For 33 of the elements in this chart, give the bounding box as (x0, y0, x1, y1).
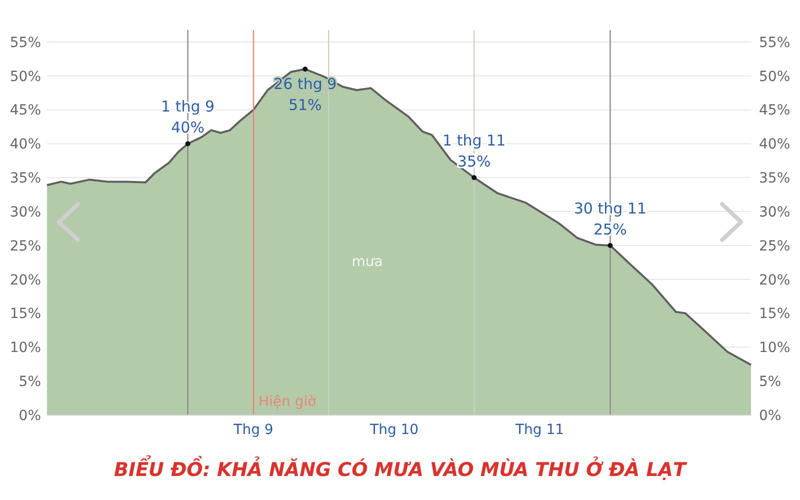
y2-tick-label: 40% (759, 136, 790, 153)
y2-tick-label: 30% (759, 204, 790, 220)
y-tick-label: 0% (18, 408, 41, 424)
y-tick-label: 20% (10, 272, 41, 288)
annotation: 1 thg 9 40% (161, 98, 215, 137)
y-tick-label: 30% (10, 204, 41, 220)
y2-tick-label: 45% (759, 102, 790, 119)
x-tick-label: Thg 9 (232, 422, 274, 438)
y2-tick-label: 20% (759, 272, 790, 288)
y-tick-label: 55% (10, 34, 41, 51)
y-tick-label: 45% (10, 102, 41, 119)
annotation: 1 thg 11 35% (442, 132, 506, 171)
annotation: 30 thg 11 25% (574, 199, 647, 238)
y2-tick-label: 50% (759, 68, 790, 85)
y-tick-label: 5% (18, 374, 41, 390)
y2-tick-label: 25% (759, 238, 790, 254)
y2-tick-label: 5% (759, 374, 782, 390)
y-tick-label: 50% (10, 68, 41, 85)
y-tick-label: 35% (10, 170, 41, 187)
y-tick-label: 15% (10, 306, 41, 322)
x-tick-label: Thg 10 (369, 422, 419, 438)
x-tick-label: Thg 11 (514, 422, 564, 438)
y2-tick-label: 55% (759, 34, 790, 51)
y2-tick-label: 35% (759, 170, 790, 187)
ref-line-label: Hiện giờ (258, 394, 317, 410)
series-label: mưa (352, 254, 383, 270)
y2-tick-label: 15% (759, 306, 790, 322)
y2-tick-label: 0% (759, 408, 782, 424)
y-tick-label: 10% (10, 340, 41, 356)
text: BIỂU ĐỒ: KHẢ NĂNG CÓ MƯA VÀO MÙA THU Ở ĐÀ LẠT (114, 455, 688, 481)
y-tick-label: 25% (10, 238, 41, 254)
y2-tick-label: 10% (759, 340, 790, 356)
y-tick-label: 40% (10, 136, 41, 153)
